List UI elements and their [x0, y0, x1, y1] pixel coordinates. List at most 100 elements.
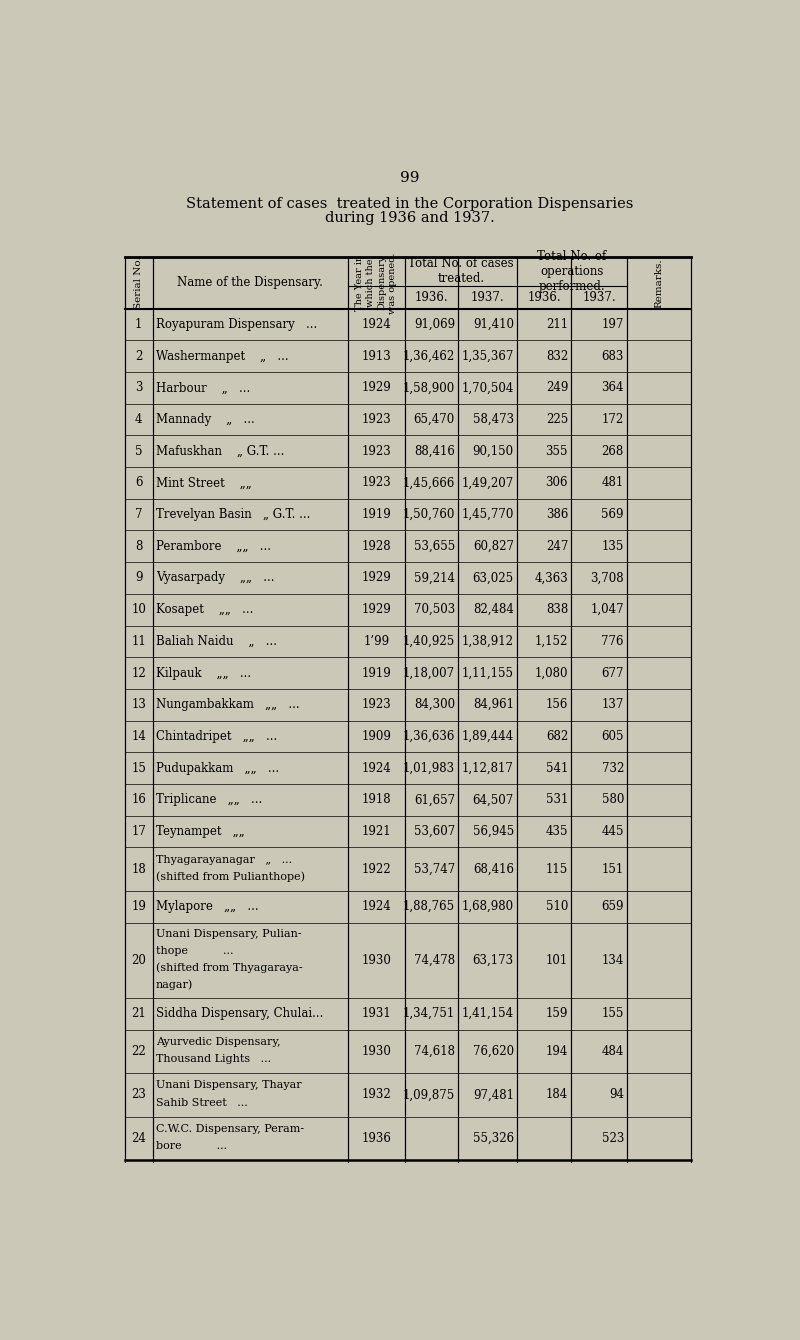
Text: 63,173: 63,173 — [473, 954, 514, 966]
Text: 1929: 1929 — [362, 382, 391, 394]
Text: Mannady    „   ...: Mannady „ ... — [156, 413, 254, 426]
Text: 16: 16 — [131, 793, 146, 807]
Text: 151: 151 — [602, 863, 624, 875]
Text: 184: 184 — [546, 1088, 568, 1101]
Text: 1919: 1919 — [362, 508, 391, 521]
Text: Total No. of cases
treated.: Total No. of cases treated. — [408, 257, 514, 285]
Text: 1,68,980: 1,68,980 — [462, 900, 514, 914]
Text: 7: 7 — [135, 508, 142, 521]
Text: 65,470: 65,470 — [414, 413, 455, 426]
Text: Remarks.: Remarks. — [654, 259, 663, 308]
Text: 58,473: 58,473 — [473, 413, 514, 426]
Text: 732: 732 — [602, 761, 624, 775]
Text: Serial No.: Serial No. — [134, 256, 143, 310]
Text: 1,11,155: 1,11,155 — [462, 666, 514, 679]
Text: Sahib Street   ...: Sahib Street ... — [156, 1097, 247, 1108]
Text: 659: 659 — [602, 900, 624, 914]
Text: 1’99: 1’99 — [363, 635, 390, 647]
Text: 1,36,636: 1,36,636 — [402, 730, 455, 742]
Text: 1922: 1922 — [362, 863, 391, 875]
Text: 1923: 1923 — [362, 413, 391, 426]
Text: 23: 23 — [131, 1088, 146, 1101]
Text: C.W.C. Dispensary, Peram-: C.W.C. Dispensary, Peram- — [156, 1124, 304, 1134]
Text: 580: 580 — [602, 793, 624, 807]
Text: 523: 523 — [602, 1132, 624, 1144]
Text: Trevelyan Basin   „ G.T. ...: Trevelyan Basin „ G.T. ... — [156, 508, 310, 521]
Text: 1937.: 1937. — [470, 291, 504, 304]
Text: Unani Dispensary, Thayar: Unani Dispensary, Thayar — [156, 1080, 302, 1091]
Text: 1,38,912: 1,38,912 — [462, 635, 514, 647]
Text: 15: 15 — [131, 761, 146, 775]
Text: Pudupakkam   „„   ...: Pudupakkam „„ ... — [156, 761, 279, 775]
Text: 1,01,983: 1,01,983 — [403, 761, 455, 775]
Text: 1930: 1930 — [362, 1045, 391, 1057]
Text: Thyagarayanagar   „   ...: Thyagarayanagar „ ... — [156, 855, 292, 864]
Text: Ayurvedic Dispensary,: Ayurvedic Dispensary, — [156, 1037, 281, 1047]
Text: 8: 8 — [135, 540, 142, 553]
Text: 53,607: 53,607 — [414, 825, 455, 838]
Text: 1936.: 1936. — [414, 291, 448, 304]
Text: 1936.: 1936. — [527, 291, 561, 304]
Text: 1924: 1924 — [362, 900, 391, 914]
Text: 1,70,504: 1,70,504 — [462, 382, 514, 394]
Text: 90,150: 90,150 — [473, 445, 514, 458]
Text: 1924: 1924 — [362, 318, 391, 331]
Text: 445: 445 — [602, 825, 624, 838]
Text: 1913: 1913 — [362, 350, 391, 363]
Text: The Year in
which the
Dispensary
was opened.: The Year in which the Dispensary was ope… — [355, 252, 398, 314]
Text: 569: 569 — [602, 508, 624, 521]
Text: 14: 14 — [131, 730, 146, 742]
Text: 1932: 1932 — [362, 1088, 391, 1101]
Text: 1: 1 — [135, 318, 142, 331]
Text: 386: 386 — [546, 508, 568, 521]
Text: 1,34,751: 1,34,751 — [402, 1008, 455, 1020]
Text: Teynampet   „„: Teynampet „„ — [156, 825, 245, 838]
Text: 1931: 1931 — [362, 1008, 391, 1020]
Text: 3,708: 3,708 — [590, 571, 624, 584]
Text: 3: 3 — [135, 382, 142, 394]
Text: 53,655: 53,655 — [414, 540, 455, 553]
Text: 1923: 1923 — [362, 698, 391, 712]
Text: Triplicane   „„   ...: Triplicane „„ ... — [156, 793, 262, 807]
Text: Name of the Dispensary.: Name of the Dispensary. — [178, 276, 323, 289]
Text: 683: 683 — [602, 350, 624, 363]
Text: 64,507: 64,507 — [473, 793, 514, 807]
Text: 1918: 1918 — [362, 793, 391, 807]
Text: 24: 24 — [131, 1132, 146, 1144]
Text: 1919: 1919 — [362, 666, 391, 679]
Text: 1,09,875: 1,09,875 — [402, 1088, 455, 1101]
Text: 225: 225 — [546, 413, 568, 426]
Text: 13: 13 — [131, 698, 146, 712]
Text: 12: 12 — [131, 666, 146, 679]
Text: Unani Dispensary, Pulian-: Unani Dispensary, Pulian- — [156, 930, 302, 939]
Text: 99: 99 — [400, 172, 420, 185]
Text: 682: 682 — [546, 730, 568, 742]
Text: 10: 10 — [131, 603, 146, 616]
Text: Mylapore   „„   ...: Mylapore „„ ... — [156, 900, 258, 914]
Text: 70,503: 70,503 — [414, 603, 455, 616]
Text: 63,025: 63,025 — [473, 571, 514, 584]
Text: 9: 9 — [135, 571, 142, 584]
Text: 776: 776 — [602, 635, 624, 647]
Text: (shifted from Thyagaraya-: (shifted from Thyagaraya- — [156, 962, 302, 973]
Text: 2: 2 — [135, 350, 142, 363]
Text: 510: 510 — [546, 900, 568, 914]
Text: 1929: 1929 — [362, 571, 391, 584]
Text: (shifted from Pulianthope): (shifted from Pulianthope) — [156, 872, 305, 882]
Text: Harbour    „   ...: Harbour „ ... — [156, 382, 250, 394]
Text: 159: 159 — [546, 1008, 568, 1020]
Text: 1937.: 1937. — [582, 291, 616, 304]
Text: 355: 355 — [546, 445, 568, 458]
Text: Kosapet    „„   ...: Kosapet „„ ... — [156, 603, 253, 616]
Text: 91,069: 91,069 — [414, 318, 455, 331]
Text: 268: 268 — [602, 445, 624, 458]
Text: 531: 531 — [546, 793, 568, 807]
Text: 306: 306 — [546, 477, 568, 489]
Text: Baliah Naidu    „   ...: Baliah Naidu „ ... — [156, 635, 277, 647]
Text: 6: 6 — [135, 477, 142, 489]
Text: 1,047: 1,047 — [590, 603, 624, 616]
Text: 134: 134 — [602, 954, 624, 966]
Text: 605: 605 — [602, 730, 624, 742]
Text: 481: 481 — [602, 477, 624, 489]
Text: nagar): nagar) — [156, 980, 193, 990]
